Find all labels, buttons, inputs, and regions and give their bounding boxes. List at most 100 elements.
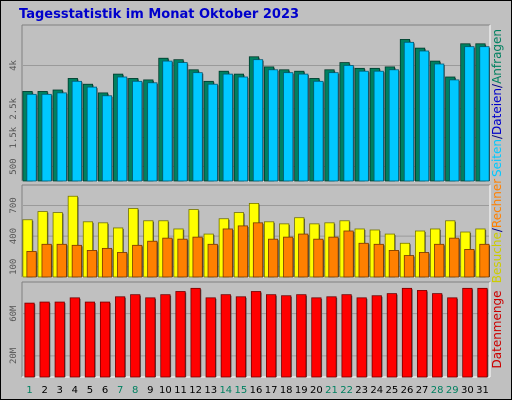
bar-dateien-14 <box>222 73 233 182</box>
bar-dateien-5 <box>86 86 98 182</box>
bar-datenmenge-6 <box>99 301 111 378</box>
bar-datenmenge-28 <box>432 293 443 378</box>
bar-dateien-12 <box>192 72 203 182</box>
x-tick-label-day-16: 16 <box>250 385 263 396</box>
series-label-segment: / <box>490 134 504 139</box>
bar-datenmenge-4 <box>69 297 80 378</box>
x-tick-label-day-22: 22 <box>340 385 353 396</box>
bar-rechner-21 <box>328 236 339 278</box>
x-tick-label-day-9: 9 <box>147 385 153 396</box>
x-tick-label-day-10: 10 <box>159 385 172 396</box>
bar-dateien-1 <box>26 93 37 182</box>
y-tick-label: 1.5k <box>9 126 19 148</box>
series-axis-label-volume: Datenmenge <box>490 291 504 369</box>
bar-datenmenge-26 <box>401 287 413 378</box>
bar-datenmenge-15 <box>235 296 246 378</box>
bar-datenmenge-27 <box>416 290 428 378</box>
bar-datenmenge-23 <box>356 297 367 378</box>
y-tick-label: 500 <box>9 158 19 174</box>
bar-dateien-7 <box>117 76 128 182</box>
page-title: Tagesstatistik im Monat Oktober 2023 <box>19 7 300 22</box>
series-label-segment: Dateien <box>490 88 504 135</box>
bar-rechner-29 <box>449 237 460 278</box>
bar-dateien-9 <box>147 82 158 182</box>
x-tick-label-day-27: 27 <box>416 385 429 396</box>
x-tick-label-day-21: 21 <box>325 385 338 396</box>
bar-rechner-23 <box>358 242 369 278</box>
bar-datenmenge-22 <box>341 294 352 378</box>
bar-rechner-20 <box>313 238 324 278</box>
bar-dateien-21 <box>328 72 339 182</box>
x-tick-label-day-5: 5 <box>87 385 93 396</box>
bar-dateien-4 <box>71 80 82 182</box>
bar-dateien-10 <box>162 60 173 182</box>
x-tick-label-day-12: 12 <box>189 385 202 396</box>
bar-datenmenge-25 <box>386 293 397 378</box>
bar-rechner-31 <box>479 243 490 278</box>
x-tick-label-day-25: 25 <box>386 385 399 396</box>
bar-rechner-11 <box>177 238 188 278</box>
bar-rechner-8 <box>132 244 143 278</box>
bar-rechner-22 <box>343 230 354 278</box>
bar-dateien-23 <box>358 70 369 182</box>
y-tick-label: 4k <box>9 59 19 70</box>
x-tick-label-day-1: 1 <box>26 385 32 396</box>
x-tick-label-day-8: 8 <box>132 385 138 396</box>
bar-dateien-26 <box>403 41 415 182</box>
bar-datenmenge-3 <box>54 301 65 378</box>
x-tick-label-day-20: 20 <box>310 385 323 396</box>
bar-datenmenge-29 <box>447 297 458 378</box>
bar-dateien-19 <box>298 73 309 182</box>
bar-rechner-17 <box>268 238 279 278</box>
bar-datenmenge-10 <box>160 294 171 378</box>
series-axis-label-requests: Seiten/Dateien/Anfragen <box>490 29 504 177</box>
bar-dateien-28 <box>434 63 445 182</box>
bar-rechner-30 <box>464 248 475 278</box>
bar-rechner-12 <box>192 236 203 278</box>
series-label-segment: / <box>490 83 504 88</box>
bar-rechner-10 <box>162 237 173 278</box>
bar-dateien-25 <box>388 69 399 182</box>
bar-rechner-13 <box>207 243 218 278</box>
bar-dateien-29 <box>449 79 460 182</box>
series-label-segment: Besuche <box>490 232 504 283</box>
x-tick-label-day-24: 24 <box>370 385 383 396</box>
bar-rechner-18 <box>283 236 294 278</box>
x-tick-label-day-2: 2 <box>41 385 47 396</box>
bar-dateien-27 <box>418 50 430 182</box>
bar-datenmenge-9 <box>145 297 156 378</box>
bar-dateien-6 <box>101 95 113 182</box>
bar-dateien-31 <box>479 46 490 182</box>
series-label-segment: Rechner <box>490 179 504 228</box>
bar-datenmenge-12 <box>190 287 201 378</box>
x-tick-label-day-14: 14 <box>219 385 232 396</box>
y-tick-label: 20M <box>9 347 19 364</box>
x-tick-label-day-4: 4 <box>72 385 78 396</box>
x-tick-label-day-18: 18 <box>280 385 293 396</box>
x-tick-label-day-15: 15 <box>235 385 248 396</box>
bar-rechner-26 <box>403 255 415 278</box>
bar-dateien-16 <box>252 59 264 182</box>
y-tick-label: 60M <box>9 305 19 322</box>
x-tick-label-day-11: 11 <box>174 385 187 396</box>
x-tick-label-day-31: 31 <box>476 385 489 396</box>
bar-datenmenge-24 <box>371 295 382 378</box>
x-tick-label-day-23: 23 <box>355 385 368 396</box>
x-tick-label-day-28: 28 <box>431 385 444 396</box>
x-tick-label-day-19: 19 <box>295 385 308 396</box>
bar-dateien-18 <box>283 72 294 182</box>
bar-dateien-22 <box>343 65 354 182</box>
series-axis-label-visits: Besuche/Rechner <box>490 179 504 283</box>
bar-datenmenge-21 <box>326 296 337 378</box>
bar-datenmenge-17 <box>266 294 277 378</box>
x-tick-label-day-17: 17 <box>265 385 278 396</box>
bar-rechner-16 <box>252 222 264 278</box>
y-tick-label: 100 <box>9 259 19 275</box>
y-tick-label: 2.5k <box>9 97 19 119</box>
bar-dateien-11 <box>177 62 188 182</box>
bar-dateien-30 <box>464 46 475 182</box>
bar-datenmenge-8 <box>130 294 141 378</box>
bar-rechner-19 <box>298 233 309 278</box>
series-label-segment: Anfragen <box>490 29 504 84</box>
